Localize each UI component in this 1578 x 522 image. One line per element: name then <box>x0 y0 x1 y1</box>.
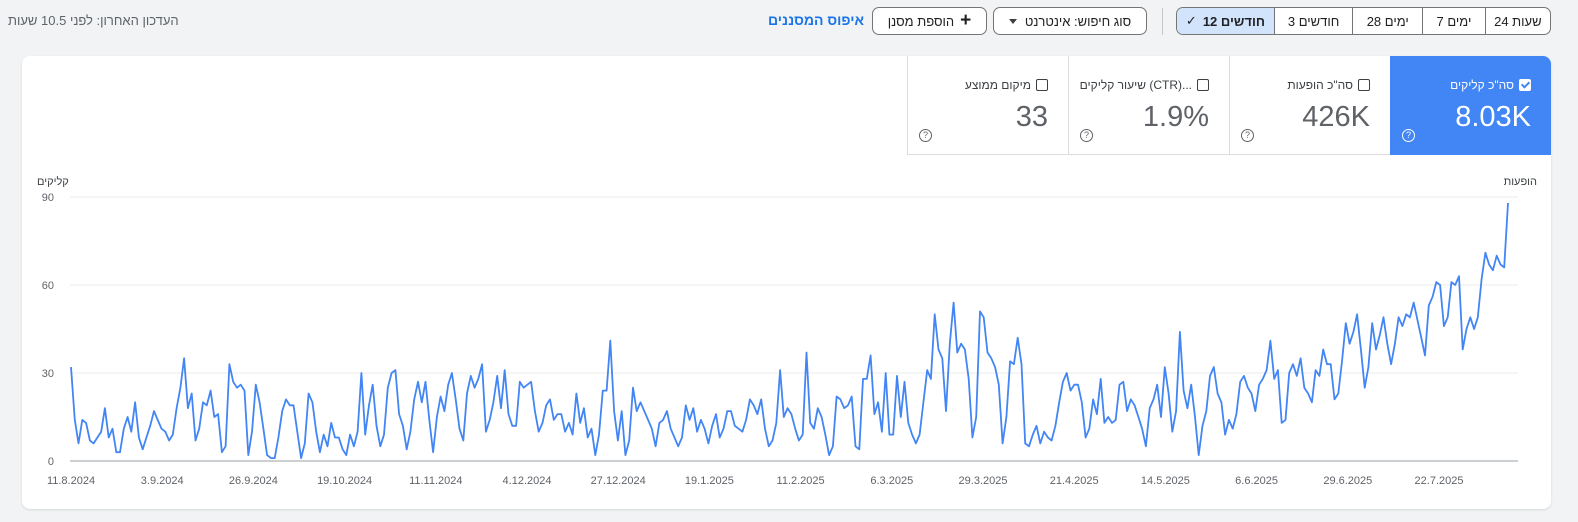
metric-label: סה"כ הופעות <box>1287 78 1370 92</box>
toolbar-divider <box>1162 8 1163 35</box>
metric-checkbox[interactable] <box>1036 79 1048 91</box>
x-tick-label: 6.3.2025 <box>870 475 913 487</box>
y-tick-label: 90 <box>42 192 54 204</box>
performance-card: מיקום ממוצע 33? שיעור קליקים (CTR)... 1.9%?… <box>22 56 1551 509</box>
range-option-label: 7 ימים <box>1436 13 1472 29</box>
x-tick-label: 11.11.2024 <box>409 475 462 487</box>
x-tick-label: 29.6.2025 <box>1323 475 1372 487</box>
y-tick-label: 60 <box>42 280 54 292</box>
range-option-label: 3 חודשים <box>1287 13 1340 29</box>
help-icon[interactable]: ? <box>1080 129 1093 142</box>
y-tick-label: 30 <box>42 368 54 380</box>
x-tick-label: 11.2.2025 <box>777 475 825 487</box>
range-option-4[interactable]: ✓ 12 חודשים <box>1177 8 1274 34</box>
x-tick-label: 6.6.2025 <box>1235 475 1278 487</box>
metric-label-text: שיעור קליקים (CTR)... <box>1079 78 1192 92</box>
right-axis-title: הופעות <box>1503 176 1537 188</box>
help-icon[interactable]: ? <box>919 129 932 142</box>
top-toolbar: העדכון האחרון: לפני 10.5 שעות איפוס המסנ… <box>0 0 1578 44</box>
checkmark-icon: ✓ <box>1185 13 1197 28</box>
search-type-label: סוג חיפוש: אינטרנט <box>1024 13 1132 29</box>
range-option-label: 24 שעות <box>1494 13 1542 29</box>
add-filter-button[interactable]: הוספת מסנן + <box>872 7 987 35</box>
metric-label: סה"כ קליקים <box>1450 78 1531 92</box>
metric-checkbox[interactable] <box>1519 79 1531 91</box>
range-option-label: 12 חודשים <box>1202 13 1265 29</box>
x-tick-label: 11.8.2024 <box>47 475 95 487</box>
x-tick-label: 19.10.2024 <box>317 475 372 487</box>
metric-tabs: מיקום ממוצע 33? שיעור קליקים (CTR)... 1.9%?… <box>907 56 1551 155</box>
metric-label: מיקום ממוצע <box>965 78 1048 92</box>
help-icon[interactable]: ? <box>1241 129 1254 142</box>
metric-label-text: סה"כ הופעות <box>1287 78 1353 92</box>
plus-icon: + <box>960 9 972 31</box>
metric-value: 8.03K <box>1455 101 1531 133</box>
metric-label-text: מיקום ממוצע <box>964 78 1031 92</box>
x-tick-label: 22.7.2025 <box>1415 475 1464 487</box>
x-tick-label: 27.12.2024 <box>591 475 646 487</box>
reset-filters-link[interactable]: איפוס המסננים <box>768 12 865 28</box>
search-type-dropdown[interactable]: סוג חיפוש: אינטרנט <box>993 7 1147 35</box>
x-tick-label: 4.12.2024 <box>503 475 552 487</box>
x-tick-label: 21.4.2025 <box>1050 475 1099 487</box>
clicks-series-line <box>70 202 1509 459</box>
x-tick-label: 14.5.2025 <box>1141 475 1190 487</box>
metric-value: 426K <box>1302 101 1370 133</box>
dropdown-arrow-icon <box>1008 18 1017 24</box>
metric-value: 33 <box>1015 101 1048 133</box>
last-updated-text: העדכון האחרון: לפני 10.5 שעות <box>8 13 179 28</box>
metric-checkbox[interactable] <box>1358 79 1370 91</box>
help-icon[interactable]: ? <box>1402 129 1415 142</box>
metric-label-text: סה"כ קליקים <box>1450 78 1514 92</box>
y-tick-label: 0 <box>48 456 54 468</box>
metric-tab-2[interactable]: שיעור קליקים (CTR)... 1.9%? <box>1068 56 1229 155</box>
add-filter-label: הוספת מסנן <box>887 13 955 29</box>
range-option-label: 28 ימים <box>1366 13 1409 29</box>
metric-tab-3[interactable]: מיקום ממוצע 33? <box>907 56 1068 155</box>
metric-label: שיעור קליקים (CTR)... <box>1080 78 1209 92</box>
x-tick-label: 29.3.2025 <box>959 475 1008 487</box>
metric-value: 1.9% <box>1142 101 1209 133</box>
metric-checkbox[interactable] <box>1197 79 1209 91</box>
metric-tab-0[interactable]: סה"כ קליקים 8.03K? <box>1390 56 1551 155</box>
range-option-2[interactable]: 28 ימים <box>1352 8 1422 34</box>
range-option-1[interactable]: 7 ימים <box>1422 8 1485 34</box>
x-tick-label: 26.9.2024 <box>229 475 278 487</box>
metric-tab-1[interactable]: סה"כ הופעות 426K? <box>1229 56 1390 155</box>
date-range-selector: ✓ 12 חודשים 3 חודשים 28 ימים 7 ימים 24 שעות <box>1176 7 1551 35</box>
x-tick-label: 19.1.2025 <box>685 475 734 487</box>
range-option-0[interactable]: 24 שעות <box>1484 8 1550 34</box>
x-tick-label: 3.9.2024 <box>141 475 184 487</box>
range-option-3[interactable]: 3 חודשים <box>1273 8 1352 34</box>
left-axis-title: קליקים <box>37 176 69 188</box>
clicks-line-chart: 0 30 60 90 11.8.2024 3.9.2024 26.9.2024 19.10.2… <box>42 192 1518 487</box>
